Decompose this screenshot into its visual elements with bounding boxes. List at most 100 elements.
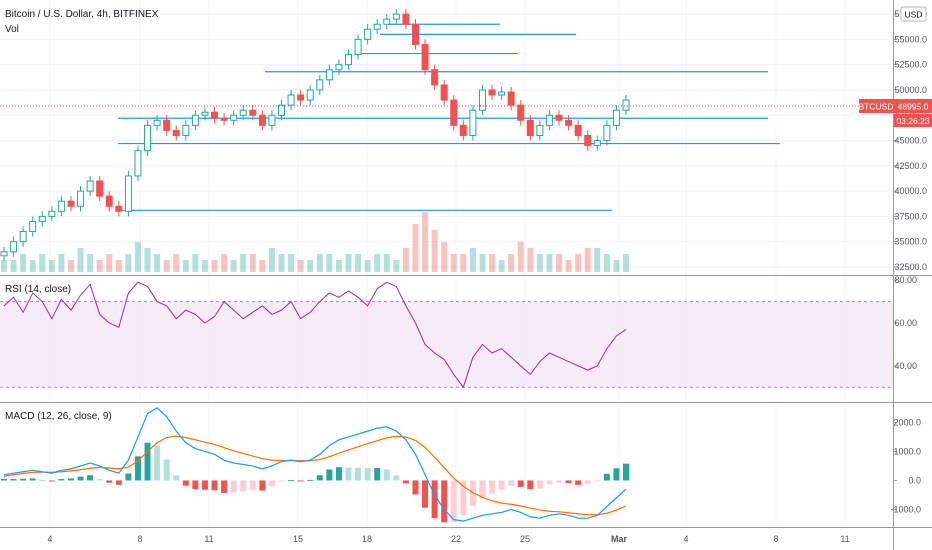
rsi-axis[interactable]: 80.00 60.00 40.00 (893, 275, 917, 371)
candle-body (440, 84, 448, 101)
candle-body (163, 119, 171, 131)
candle-body (344, 54, 352, 66)
volume-bar (393, 260, 400, 272)
candle-body (325, 69, 333, 81)
macd-histogram-bar (48, 480, 55, 482)
candle-body (182, 124, 190, 136)
candlesticks (0, 9, 630, 261)
volume-bar (422, 212, 429, 272)
volume-bar (10, 260, 17, 272)
time-tick-label: 8 (137, 534, 142, 544)
candle-body (373, 23, 381, 30)
candle-body (38, 215, 46, 222)
price-tick-label: 37500.0 (894, 211, 927, 221)
volume-bar (278, 254, 285, 272)
macd-histogram-bar (355, 467, 362, 481)
candle-body (57, 200, 65, 212)
macd-histogram-bar (536, 480, 543, 489)
candle-body (421, 43, 429, 71)
candle-body (144, 124, 152, 152)
macd-histogram-bar (115, 480, 122, 485)
rsi-pane[interactable] (0, 281, 893, 389)
volume-bar (469, 248, 476, 272)
macd-axis[interactable]: 2000.0 1000.0 0.0 -1000.0 (890, 417, 921, 514)
macd-histogram-bar (316, 475, 323, 481)
macd-histogram-bar (431, 480, 438, 519)
macd-histogram-bar (173, 475, 180, 481)
price-axis[interactable]: 32500.0 35000.0 37500.0 40000.0 42500.0 45000… (893, 9, 927, 272)
rsi-tick-label: 40.00 (894, 361, 917, 371)
candle-body (172, 129, 180, 136)
macd-histogram-bar (230, 480, 237, 493)
time-tick-label: 15 (293, 534, 303, 544)
currency-button[interactable]: USD (900, 6, 927, 22)
macd-histogram-bar (556, 480, 563, 483)
rsi-tick-label: 80.00 (894, 275, 917, 285)
volume-bar (556, 254, 563, 272)
macd-histogram-bar (182, 480, 189, 486)
volume-bar (355, 254, 362, 272)
candle-body (19, 231, 27, 243)
macd-histogram-bar (1, 479, 7, 481)
volume-bar (536, 254, 543, 272)
macd-histogram-bar (441, 480, 448, 523)
macd-histogram-bar (498, 480, 505, 490)
candle-body (278, 104, 286, 116)
price-tick-label: 55000.0 (894, 34, 927, 44)
candle-body (517, 104, 525, 121)
volume-bar (67, 260, 74, 272)
rsi-band (0, 301, 893, 388)
volume-bar (48, 260, 55, 272)
volume-bar (335, 260, 342, 272)
macd-histogram-bar (326, 469, 333, 481)
candle-body (105, 195, 113, 207)
volume-bar (96, 260, 103, 272)
candle-body (191, 114, 199, 126)
macd-histogram (1, 442, 629, 523)
candle-body (364, 28, 372, 40)
volume-bar (77, 248, 84, 272)
volume-bar (316, 254, 323, 272)
candle-body (622, 99, 630, 111)
macd-histogram-bar (87, 475, 94, 481)
macd-histogram-bar (106, 480, 113, 483)
candle-body (230, 114, 238, 121)
macd-histogram-bar (192, 480, 199, 490)
macd-title: MACD (12, 26, close, 9) (5, 411, 112, 422)
volume-bar (240, 254, 247, 272)
candle-body (0, 251, 8, 257)
macd-pane[interactable] (1, 407, 629, 523)
time-tick-label: 4 (47, 534, 52, 544)
volume-bar (565, 260, 572, 272)
volume-bar (517, 242, 524, 272)
candle-body (77, 190, 85, 207)
candle-body (67, 200, 75, 207)
price-tick-label: 45000.0 (894, 136, 927, 146)
macd-histogram-bar (517, 480, 524, 487)
volume-bar (402, 248, 409, 272)
time-axis[interactable]: 4 8 11 15 18 22 25 Mar 4 8 11 (47, 534, 849, 544)
candle-body (48, 210, 56, 217)
candle-body (478, 89, 486, 111)
time-tick-label: 22 (451, 534, 461, 544)
macd-histogram-bar (460, 480, 467, 516)
candle-body (86, 180, 94, 192)
candle-body (287, 94, 295, 106)
macd-tick-label: 0.0 (908, 475, 921, 485)
macd-histogram-bar (584, 480, 591, 484)
macd-histogram-bar (163, 459, 170, 481)
macd-histogram-bar (307, 479, 314, 481)
price-pane[interactable] (0, 9, 780, 272)
candle-body (536, 124, 544, 136)
volume-bar (259, 260, 266, 272)
volume-bar (221, 254, 228, 272)
volume-bar (623, 254, 629, 272)
macd-histogram-bar (364, 467, 371, 481)
macd-histogram-bar (240, 480, 247, 492)
candle-countdown: 03:26:23 (896, 116, 929, 126)
currency-label: USD (905, 10, 923, 20)
candle-body (459, 124, 467, 136)
macd-histogram-bar (565, 480, 572, 484)
volume-bar (460, 254, 467, 272)
